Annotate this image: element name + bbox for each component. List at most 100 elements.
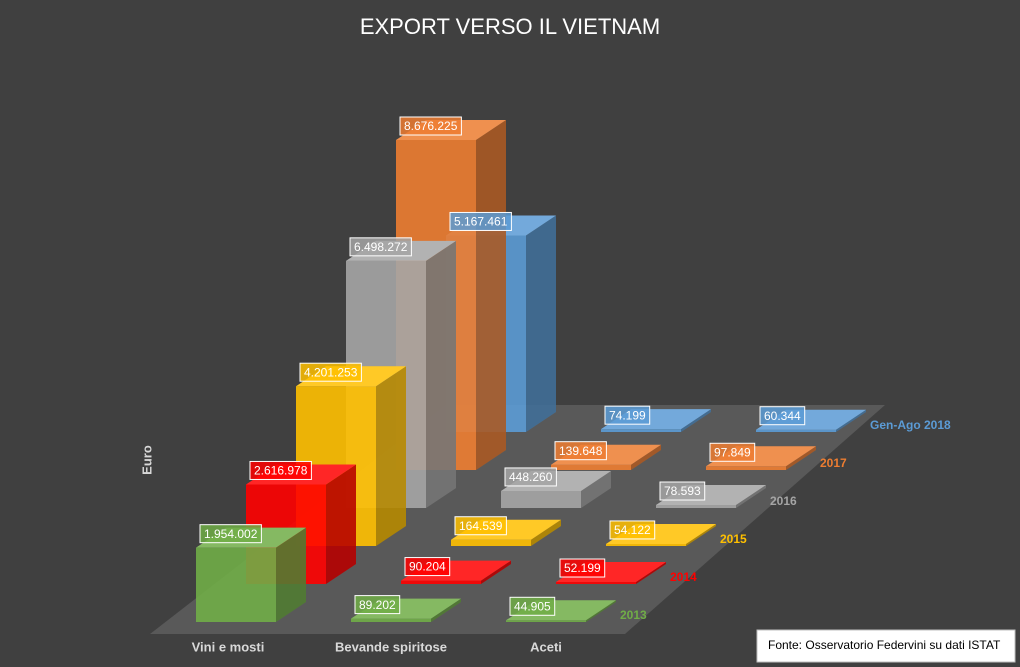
bar-side-shade [526, 215, 556, 432]
bar-side [526, 215, 556, 432]
data-label-text: 89.202 [359, 598, 396, 612]
data-label: 60.344 [759, 406, 806, 426]
bar-side [736, 485, 766, 508]
data-label-box [454, 516, 507, 536]
bar-side-shade [376, 366, 406, 546]
data-label-box [554, 441, 607, 461]
data-label-text: 139.648 [559, 444, 603, 458]
bar-side [531, 519, 561, 546]
bar-front [501, 490, 581, 508]
chart-title: EXPORT VERSO IL VIETNAM [360, 14, 660, 39]
x-tick-label: Vini e mosti [192, 639, 265, 654]
data-label-box [659, 481, 706, 501]
bar-front [706, 466, 786, 470]
data-label: 1.954.002 [199, 524, 262, 544]
data-label-text: 52.199 [564, 561, 601, 575]
bar-side [426, 240, 456, 509]
bar-front [506, 620, 586, 622]
data-label: 97.849 [709, 442, 756, 462]
y-axis-label: Euro [139, 445, 154, 475]
data-label: 90.204 [404, 557, 451, 577]
data-label-text: 74.199 [609, 408, 646, 422]
data-label-box [559, 558, 606, 578]
bar-side-shade [581, 470, 611, 508]
legend-label: 2015 [720, 532, 747, 546]
data-label-box [404, 557, 451, 577]
bar-side-shade [531, 519, 561, 546]
data-label: 54.122 [609, 520, 656, 540]
bar-side [586, 600, 616, 622]
data-label-box [299, 362, 362, 382]
x-tick-label: Bevande spiritose [335, 639, 447, 654]
legend-label: 2014 [670, 570, 697, 584]
data-label-text: 60.344 [764, 409, 801, 423]
data-label: 6.498.272 [349, 237, 412, 257]
bar-side-shade [686, 523, 716, 546]
data-label-text: 448.260 [509, 470, 553, 484]
legend-label: 2017 [820, 456, 847, 470]
legend-label: 2013 [620, 608, 647, 622]
x-tick-label: Aceti [530, 639, 562, 654]
bar-front [756, 429, 836, 432]
bar-side-shade [276, 527, 306, 622]
data-label: 8.676.225 [399, 116, 462, 136]
bar-side [276, 527, 306, 622]
bar-side [836, 409, 866, 432]
bar-side-shade [786, 446, 816, 470]
bar-front [656, 505, 736, 508]
bar-side-shade [631, 444, 661, 470]
bar-side-shade [481, 560, 511, 584]
data-label-box [609, 520, 656, 540]
bar-side-shade [836, 409, 866, 432]
data-label: 52.199 [559, 558, 606, 578]
data-label: 2.616.978 [249, 460, 312, 480]
data-label-box [449, 211, 512, 231]
data-label: 448.260 [504, 467, 557, 487]
bar-side [481, 560, 511, 584]
bar-side [326, 464, 356, 584]
bar-front [351, 618, 431, 622]
data-label: 164.539 [454, 516, 507, 536]
data-label-text: 2.616.978 [254, 464, 308, 478]
bar-side-shade [736, 485, 766, 508]
bar-side-shade [681, 409, 711, 432]
data-label-box [504, 467, 557, 487]
bar-side [631, 444, 661, 470]
data-label: 89.202 [354, 595, 401, 615]
data-label-text: 90.204 [409, 560, 446, 574]
data-label-text: 8.676.225 [404, 119, 458, 133]
data-label-text: 4.201.253 [304, 365, 358, 379]
data-label-box [199, 524, 262, 544]
data-label-box [354, 595, 401, 615]
bar-front [401, 580, 481, 584]
data-label-text: 78.593 [664, 484, 701, 498]
bar-front [451, 539, 531, 546]
data-label-box [349, 237, 412, 257]
bar-front [556, 582, 636, 584]
data-label-box [509, 596, 556, 616]
bar-side-shade [431, 598, 461, 622]
data-label-text: 164.539 [459, 519, 503, 533]
bar-front [196, 547, 276, 622]
data-label: 74.199 [604, 405, 651, 425]
bar-side-shade [326, 464, 356, 584]
bar-side-shade [426, 240, 456, 509]
legend-label: Gen-Ago 2018 [870, 418, 951, 432]
data-label-box [249, 460, 312, 480]
bar-front [551, 464, 631, 470]
data-label-text: 1.954.002 [204, 527, 258, 541]
bar-side [681, 409, 711, 432]
data-label-box [759, 406, 806, 426]
bar-side [431, 598, 461, 622]
bar-side-shade [586, 600, 616, 622]
bar [346, 240, 456, 509]
data-label: 139.648 [554, 441, 607, 461]
bar-side-shade [476, 120, 506, 470]
bar-side [786, 446, 816, 470]
bar-front [606, 543, 686, 546]
data-label-box [399, 116, 462, 136]
bar-side-shade [636, 562, 666, 584]
data-label-text: 54.122 [614, 523, 651, 537]
